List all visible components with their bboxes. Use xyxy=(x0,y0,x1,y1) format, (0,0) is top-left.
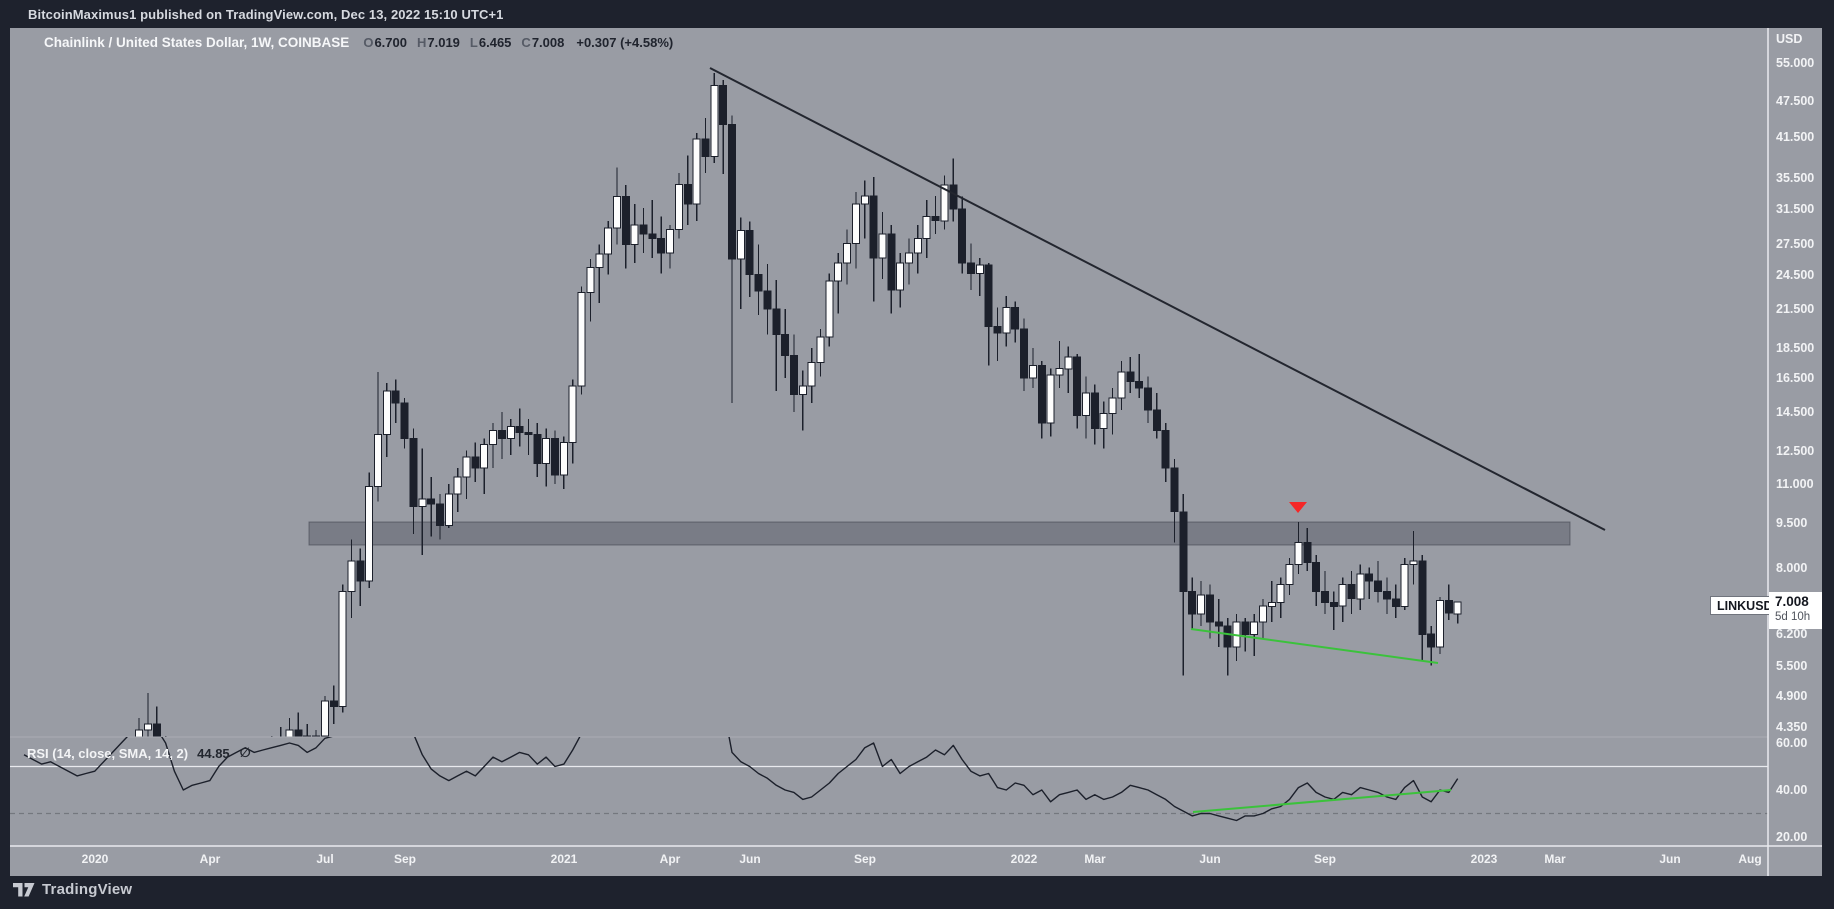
price-tick-label: 9.500 xyxy=(1776,516,1808,530)
support-zone xyxy=(308,521,1571,546)
time-tick-label: Jun xyxy=(739,852,761,866)
ohlc-item: C 7.008 xyxy=(521,34,565,50)
last-price-label: 7.008 5d 10h xyxy=(1769,592,1822,629)
symbol-header[interactable]: Chainlink / United States Dollar, 1W, CO… xyxy=(44,33,673,51)
price-tick-label: 8.000 xyxy=(1776,561,1808,575)
last-price-value: 7.008 xyxy=(1775,594,1809,609)
bar-countdown: 5d 10h xyxy=(1775,611,1811,623)
price-tick-label: 21.500 xyxy=(1776,302,1815,316)
time-tick-label: Mar xyxy=(1084,852,1106,866)
attribution-bar: BitcoinMaximus1 published on TradingView… xyxy=(0,0,1834,28)
time-tick-label: 2023 xyxy=(1470,852,1498,866)
price-axis-currency-label: USD xyxy=(1776,32,1803,46)
time-tick-label: Aug xyxy=(1738,852,1762,866)
price-change: +0.307 (+4.58%) xyxy=(576,34,674,50)
time-tick-label: Jul xyxy=(316,852,334,866)
ohlc-item: H 7.019 xyxy=(416,34,460,50)
price-tick-label: 5.500 xyxy=(1776,659,1808,673)
ohlc-values: O 6.700 H 7.019 L 6.465 C 7.008 xyxy=(363,35,574,50)
green-price-trendline xyxy=(1190,628,1439,664)
price-tick-label: 6.200 xyxy=(1776,627,1808,641)
time-tick-label: Jun xyxy=(1659,852,1681,866)
ohlc-item: L 6.465 xyxy=(469,34,512,50)
price-tick-label: 4.350 xyxy=(1776,720,1808,734)
price-tick-label: 47.500 xyxy=(1776,94,1815,108)
rsi-indicator-title: RSI (14, close, SMA, 14, 2) xyxy=(27,745,189,761)
time-tick-label: Apr xyxy=(199,852,221,866)
price-tick-label: 55.000 xyxy=(1776,56,1815,70)
rsi-indicator-header[interactable]: RSI (14, close, SMA, 14, 2) 44.85 ∅ xyxy=(27,745,251,761)
time-tick-label: 2020 xyxy=(81,852,109,866)
symbol-price-tag: LINKUSD xyxy=(1710,596,1780,615)
price-tick-label: 31.500 xyxy=(1776,202,1815,216)
rsi-indicator-value: 44.85 xyxy=(197,745,230,761)
time-tick-label: Apr xyxy=(659,852,681,866)
tradingview-logo-icon xyxy=(13,882,35,896)
tradingview-logo-text: TradingView xyxy=(42,881,133,898)
price-tick-label: 11.000 xyxy=(1776,477,1814,491)
price-tick-label: 4.900 xyxy=(1776,689,1808,703)
price-tick-label: 41.500 xyxy=(1776,130,1815,144)
price-tick-label: 24.500 xyxy=(1776,268,1815,282)
price-tick-label: 18.500 xyxy=(1776,341,1815,355)
chart-canvas[interactable] xyxy=(10,28,1822,876)
candlestick-series xyxy=(135,73,1462,737)
symbol-title: Chainlink / United States Dollar, 1W, CO… xyxy=(44,34,350,50)
time-tick-label: Sep xyxy=(393,852,417,866)
price-tick-label: 35.500 xyxy=(1776,171,1815,185)
time-tick-label: Jun xyxy=(1199,852,1221,866)
rsi-indicator-empty-icon: ∅ xyxy=(239,745,251,760)
tradingview-logo[interactable]: TradingView xyxy=(13,881,132,898)
time-tick-label: Sep xyxy=(1313,852,1337,866)
price-tick-label: 14.500 xyxy=(1776,405,1815,419)
rsi-tick-label: 60.00 xyxy=(1776,736,1808,750)
attribution-text: BitcoinMaximus1 published on TradingView… xyxy=(28,6,504,22)
rsi-tick-label: 40.00 xyxy=(1776,783,1808,797)
time-tick-label: Sep xyxy=(853,852,877,866)
price-tick-label: 16.500 xyxy=(1776,371,1815,385)
time-tick-label: Mar xyxy=(1544,852,1566,866)
rsi-line xyxy=(23,737,1459,822)
red-sell-marker-icon xyxy=(1289,502,1307,513)
footer-bar: TradingView xyxy=(0,876,1834,909)
rsi-tick-label: 20.00 xyxy=(1776,830,1808,844)
ohlc-item: O 6.700 xyxy=(363,34,407,50)
price-tick-label: 12.500 xyxy=(1776,444,1815,458)
time-tick-label: 2021 xyxy=(550,852,578,866)
green-rsi-trendline xyxy=(1192,789,1452,813)
descending-trendline xyxy=(709,67,1606,531)
price-tick-label: 27.500 xyxy=(1776,237,1815,251)
time-tick-label: 2022 xyxy=(1010,852,1038,866)
chart-area[interactable]: Chainlink / United States Dollar, 1W, CO… xyxy=(10,28,1822,876)
